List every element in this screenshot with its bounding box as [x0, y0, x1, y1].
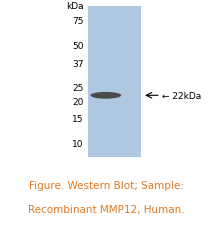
- Text: 75: 75: [72, 17, 84, 26]
- Text: 37: 37: [72, 60, 84, 69]
- Ellipse shape: [90, 92, 121, 99]
- Text: 15: 15: [72, 115, 84, 124]
- FancyBboxPatch shape: [88, 7, 141, 157]
- Text: 25: 25: [73, 84, 84, 92]
- Text: 20: 20: [73, 97, 84, 106]
- Text: ← 22kDa: ← 22kDa: [163, 91, 202, 100]
- Text: 50: 50: [72, 41, 84, 50]
- Text: 10: 10: [72, 140, 84, 148]
- Text: Figure. Western Blot; Sample:: Figure. Western Blot; Sample:: [29, 181, 184, 191]
- Text: Recombinant MMP12, Human.: Recombinant MMP12, Human.: [28, 204, 185, 214]
- Text: kDa: kDa: [66, 2, 84, 11]
